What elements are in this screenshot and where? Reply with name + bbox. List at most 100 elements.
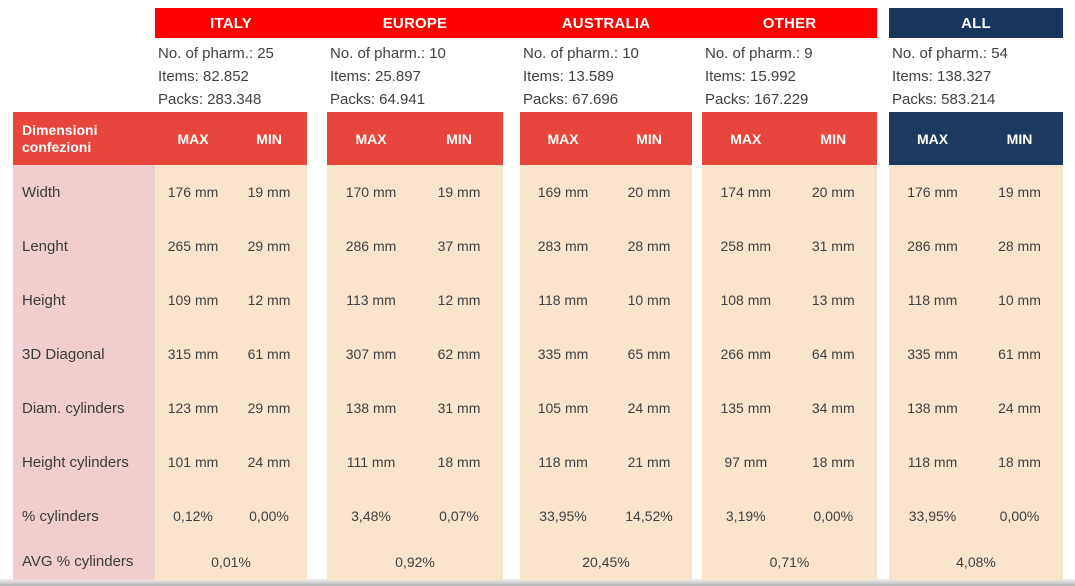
data-row-italy: 109 mm 12 mm [155,273,307,327]
max-value: 113 mm [346,292,396,308]
label-column-spacer [13,8,155,112]
region-stats-europe: No. of pharm.: 10 Items: 25.897 Packs: 64.… [327,38,503,112]
data-row-other: 108 mm 13 mm [702,273,877,327]
region-stats-other: No. of pharm.: 9 Items: 15.992 Packs: 167.… [702,38,877,112]
data-row-australia: 118 mm 10 mm [520,273,692,327]
region-stat-line: Items: 15.992 [705,68,796,85]
min-header: MIN [256,130,282,147]
data-row-all: 118 mm 18 mm [889,435,1063,489]
min-value: 29 mm [247,238,291,254]
max-header: MAX [355,130,387,147]
max-value: 138 mm [345,400,397,416]
max-value: 286 mm [345,238,397,254]
max-value: 118 mm [907,454,958,470]
region-other: OTHER No. of pharm.: 9 Items: 15.992 Packs:… [702,8,877,580]
data-row-other: 3,19% 0,00% [702,489,877,543]
region-stats-italy: No. of pharm.: 25 Items: 82.852 Packs: 283… [155,38,307,112]
min-value: 31 mm [437,400,481,416]
min-value: 12 mm [247,292,291,308]
min-value: 0,07% [439,508,479,524]
data-row-australia: 283 mm 28 mm [520,219,692,273]
max-value: 315 mm [167,346,219,362]
max-value: 111 mm [346,454,396,470]
min-value: 13 mm [811,292,855,308]
region-stat-line: No. of pharm.: 25 [158,45,274,62]
max-value: 176 mm [907,184,958,200]
max-header: MAX [177,130,209,147]
min-value: 28 mm [627,238,671,254]
data-row-italy: 123 mm 29 mm [155,381,307,435]
row-label: Lenght [13,219,155,273]
row-label: Width [13,165,155,219]
data-row-all: 118 mm 10 mm [889,273,1063,327]
region-title-other: OTHER [762,14,817,32]
min-value: 0,00% [813,508,854,524]
max-value: 335 mm [537,346,589,362]
max-header: MAX [916,130,949,147]
min-value: 20 mm [811,184,855,200]
row-label-list: Width Lenght Height 3D Diagonal Diam. cylind… [13,165,155,580]
data-row-italy: 176 mm 19 mm [155,165,307,219]
region-all: ALL No. of pharm.: 54 Items: 138.327 Packs:… [889,8,1063,580]
max-value: 109 mm [167,292,219,308]
max-value: 123 mm [167,400,219,416]
min-value: 37 mm [437,238,481,254]
max-value: 258 mm [720,238,772,254]
data-row-australia: 105 mm 24 mm [520,381,692,435]
min-value: 29 mm [247,400,291,416]
max-header: MAX [547,130,579,147]
max-value: 307 mm [345,346,397,362]
max-header: MAX [730,130,762,147]
max-value: 101 mm [167,454,219,470]
max-value: 118 mm [538,454,588,470]
min-value: 61 mm [998,346,1041,362]
data-row-other: 266 mm 64 mm [702,327,877,381]
maxmin-header-italy: MAX MIN [155,112,307,165]
region-stat-line: Packs: 583.214 [892,91,996,108]
min-value: 14,52% [625,508,673,524]
min-value: 18 mm [811,454,855,470]
min-value: 24 mm [247,454,291,470]
data-row-all: 33,95% 0,00% [889,489,1063,543]
min-value: 19 mm [998,184,1041,200]
regions-header-band-red [155,8,877,38]
avg-value-europe: 0,92% [327,543,503,580]
min-value: 0,00% [249,508,289,524]
row-label: Height [13,273,155,327]
region-europe: EUROPE No. of pharm.: 10 Items: 25.897 Pack… [327,8,503,580]
region-stat-line: Packs: 67.696 [523,91,619,108]
min-header: MIN [1006,130,1033,147]
avg-value-italy: 0,01% [155,543,307,580]
max-value: 286 mm [907,238,958,254]
data-row-italy: 101 mm 24 mm [155,435,307,489]
row-label: Height cylinders [13,435,155,489]
data-row-australia: 335 mm 65 mm [520,327,692,381]
data-row-other: 258 mm 31 mm [702,219,877,273]
min-header: MIN [446,130,472,147]
min-value: 20 mm [627,184,671,200]
data-row-australia: 169 mm 20 mm [520,165,692,219]
data-row-all: 286 mm 28 mm [889,219,1063,273]
region-stat-line: No. of pharm.: 10 [330,45,446,62]
min-value: 34 mm [811,400,855,416]
data-row-other: 135 mm 34 mm [702,381,877,435]
max-value: 335 mm [907,346,958,362]
data-row-all: 335 mm 61 mm [889,327,1063,381]
min-value: 18 mm [998,454,1041,470]
min-value: 18 mm [437,454,481,470]
region-australia: AUSTRALIA No. of pharm.: 10 Items: 13.589 P… [520,8,692,580]
row-label: 3D Diagonal [13,327,155,381]
data-row-italy: 265 mm 29 mm [155,219,307,273]
row-label: Diam. cylinders [13,381,155,435]
bottom-edge [0,579,1075,586]
min-value: 24 mm [998,400,1041,416]
region-title-australia: AUSTRALIA [561,14,651,32]
min-value: 19 mm [437,184,481,200]
max-value: 169 mm [537,184,589,200]
data-row-europe: 113 mm 12 mm [327,273,503,327]
max-value: 108 mm [720,292,772,308]
maxmin-header-other: MAX MIN [702,112,877,165]
pack-dimensions-table: Dimensioni confezioni Width Lenght Height 3… [13,8,1063,580]
min-value: 10 mm [627,292,671,308]
